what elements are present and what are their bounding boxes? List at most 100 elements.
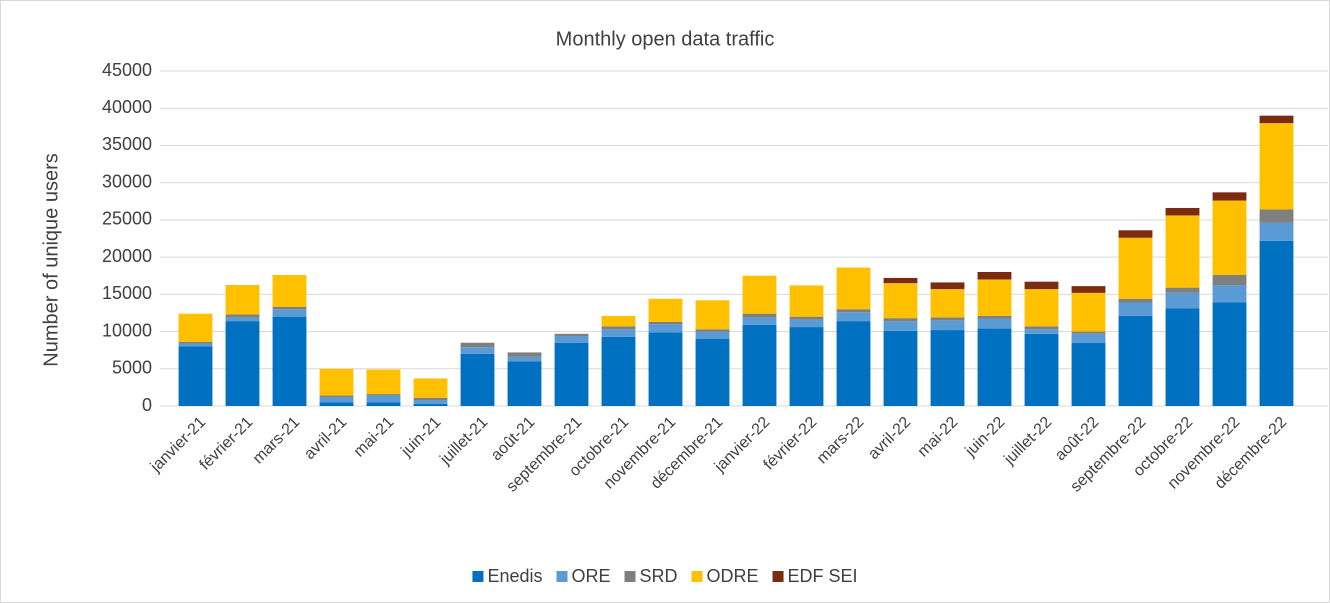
bar-segment: [272, 309, 307, 317]
bar-segment: [1071, 342, 1106, 406]
bar-segment: [836, 312, 871, 322]
bar-segment: [601, 329, 636, 337]
bar-segment: [977, 279, 1012, 316]
bar-segment: [695, 331, 730, 339]
bar-segment: [1212, 285, 1247, 303]
bar-segment: [695, 339, 730, 406]
legend-swatch: [691, 571, 703, 582]
y-tick-label: 15000: [102, 283, 152, 303]
bar-segment: [648, 321, 683, 325]
legend-swatch: [556, 571, 568, 582]
bar-segment: [178, 313, 213, 342]
bar-segment: [225, 317, 260, 322]
y-tick-label: 10000: [102, 320, 152, 340]
bar-segment: [930, 289, 965, 318]
bar-segment: [225, 314, 260, 318]
bar-segment: [930, 282, 965, 290]
bar-segment: [1118, 302, 1153, 316]
bar-segment: [1259, 240, 1294, 406]
bar-segment: [272, 306, 307, 310]
bar-segment: [225, 285, 260, 315]
bar-segment: [789, 327, 824, 406]
bar-segment: [1118, 230, 1153, 238]
bar-segment: [789, 319, 824, 328]
y-tick-label: 25000: [102, 209, 152, 229]
legend-swatch: [472, 571, 484, 582]
bar-segment: [742, 324, 777, 406]
bar-segment: [366, 394, 401, 396]
bar-segment: [930, 317, 965, 321]
bar-segment: [977, 318, 1012, 329]
legend-label: ODRE: [707, 566, 759, 586]
bar-segment: [1212, 274, 1247, 286]
bar-segment: [366, 369, 401, 395]
bar-segment: [319, 397, 354, 403]
y-axis-label: Number of unique users: [40, 153, 62, 366]
bar-segment: [1165, 308, 1200, 406]
bar-segment: [225, 321, 260, 406]
bar-segment: [1212, 302, 1247, 406]
y-tick-label: 40000: [102, 97, 152, 117]
bar-segment: [178, 343, 213, 347]
bar-segment: [366, 395, 401, 403]
bar-segment: [366, 402, 401, 406]
bar-segment: [977, 272, 1012, 280]
bar-segment: [1212, 200, 1247, 275]
legend-label: Enedis: [487, 566, 542, 586]
bar-segment: [413, 378, 448, 398]
y-tick-label: 0: [142, 395, 152, 415]
legend-swatch: [772, 571, 784, 582]
bar-segment: [1024, 281, 1059, 290]
bar-segment: [977, 328, 1012, 406]
bar-segment: [695, 329, 730, 332]
bar-segment: [648, 324, 683, 333]
bar-segment: [554, 342, 589, 406]
bar-segment: [1259, 115, 1294, 124]
bar-segment: [648, 332, 683, 406]
y-tick-label: 45000: [102, 60, 152, 80]
bar-segment: [1071, 292, 1106, 332]
bar-segment: [1024, 333, 1059, 406]
bar-segment: [742, 313, 777, 318]
bar-segment: [460, 347, 495, 354]
bar-segment: [1212, 192, 1247, 201]
bar-segment: [1118, 315, 1153, 406]
bar-segment: [554, 333, 589, 337]
bar-segment: [413, 397, 448, 401]
legend-label: SRD: [640, 566, 678, 586]
bar-segment: [695, 300, 730, 330]
bar-segment: [742, 317, 777, 325]
bar-segment: [836, 309, 871, 313]
bar-segment: [601, 315, 636, 327]
bar-segment: [1259, 209, 1294, 223]
bar-segment: [883, 283, 918, 319]
bar-segment: [1024, 289, 1059, 327]
bar-segment: [836, 321, 871, 406]
bar-segment: [178, 346, 213, 406]
bar-segment: [1259, 123, 1294, 210]
bar-segment: [789, 316, 824, 320]
bar-segment: [883, 318, 918, 322]
bar-segment: [1071, 333, 1106, 343]
bar-segment: [1118, 298, 1153, 303]
bar-segment: [319, 402, 354, 406]
y-tick-label: 30000: [102, 171, 152, 191]
bar-segment: [507, 352, 542, 357]
bar-segment: [1165, 215, 1200, 288]
bar-segment: [413, 403, 448, 406]
y-tick-label: 35000: [102, 134, 152, 154]
bar-segment: [272, 274, 307, 307]
bar-segment: [601, 336, 636, 406]
bar-segment: [1165, 292, 1200, 309]
legend-swatch: [624, 571, 636, 582]
bar-segment: [1118, 237, 1153, 299]
bar-segment: [601, 326, 636, 330]
bar-segment: [178, 341, 213, 344]
bar-segment: [1071, 331, 1106, 334]
bar-segment: [554, 336, 589, 343]
bar-segment: [883, 330, 918, 406]
bar-segment: [1259, 222, 1294, 241]
bar-segment: [413, 400, 448, 404]
legend-label: ORE: [571, 566, 610, 586]
